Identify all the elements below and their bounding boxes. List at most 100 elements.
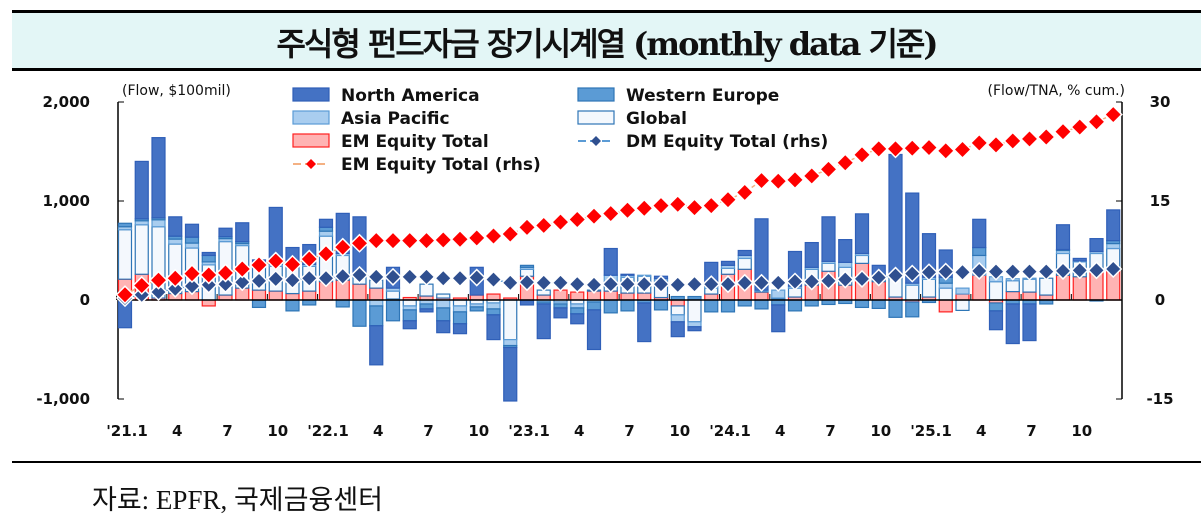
legend-swatch-we [577, 87, 615, 102]
point-dm_line [467, 268, 486, 287]
bar-ap [168, 238, 183, 245]
point-dm_line [450, 269, 470, 288]
point-em_line [500, 224, 520, 244]
point-em_line [534, 215, 554, 235]
point-em_line [751, 170, 772, 191]
y2-tick-label: -15 [1146, 390, 1173, 408]
bar-na [687, 326, 702, 332]
bar-na [1089, 238, 1104, 253]
point-dm_line [584, 275, 604, 294]
point-dm_line [953, 263, 972, 282]
point-dm_line [249, 271, 269, 290]
point-dm_line [300, 269, 319, 288]
bar-ap [838, 261, 853, 268]
point-em_line [1070, 117, 1090, 137]
point-dm_line [651, 275, 671, 294]
bar-we [369, 305, 384, 327]
point-em_line [249, 255, 269, 275]
point-em_line [215, 263, 236, 283]
bar-we [402, 309, 417, 322]
point-dm_line [534, 273, 553, 292]
legend-marker-em_line [306, 159, 316, 169]
bar-we [603, 299, 618, 314]
point-em_line [232, 259, 252, 279]
point-dm_line [199, 275, 218, 294]
x-tick-label: 4 [373, 422, 383, 440]
bar-we [469, 306, 484, 312]
point-dm_line [903, 264, 922, 283]
point-em_line [400, 231, 420, 251]
point-dm_line [986, 262, 1006, 281]
point-em_line [869, 139, 889, 159]
legend-swatch-gl [577, 110, 615, 125]
bar-na [235, 222, 250, 243]
point-dm_line [149, 283, 168, 302]
bar-na [670, 321, 685, 338]
bar-gl [905, 284, 920, 301]
point-em_line [132, 275, 152, 296]
bar-ap [452, 305, 468, 313]
point-dm_line [400, 267, 419, 286]
point-em_line [651, 196, 671, 216]
bar-we [184, 236, 200, 244]
bar-em [302, 290, 317, 301]
point-dm_line [517, 273, 537, 292]
bar-na [1072, 257, 1087, 262]
legend-label-em_line: EM Equity Total (rhs) [341, 155, 541, 175]
point-em_line [852, 145, 872, 165]
bar-em [1005, 290, 1020, 301]
bar-we [737, 299, 752, 307]
bar-na [988, 310, 1004, 331]
bar-gl [938, 287, 953, 301]
y-tick-label: -1,000 [36, 390, 90, 408]
bar-na [436, 320, 451, 334]
point-em_line [969, 133, 989, 153]
point-dm_line [802, 272, 821, 291]
bar-na [888, 153, 903, 276]
bar-ap [184, 242, 200, 249]
point-em_line [316, 244, 336, 264]
point-dm_line [852, 269, 872, 288]
bar-we [972, 246, 987, 257]
bar-na [1055, 224, 1071, 251]
point-dm_line [685, 275, 704, 294]
bar-gl [503, 299, 518, 341]
point-dm_line [1037, 262, 1056, 281]
bar-na [586, 309, 602, 351]
point-em_line [584, 206, 604, 226]
point-dm_line [568, 275, 587, 294]
legend-label-na: North America [341, 86, 480, 106]
y-tick-label: 2,000 [43, 93, 90, 111]
bar-na [369, 325, 384, 366]
bar-we [720, 299, 736, 313]
bar-ap [687, 321, 702, 328]
bar-we [905, 301, 920, 318]
x-tick-label: 10 [267, 422, 288, 440]
point-dm_line [819, 271, 838, 290]
bar-na [972, 218, 987, 249]
bar-ap [486, 302, 501, 310]
x-tick-label: 7 [1026, 422, 1036, 440]
point-dm_line [283, 271, 302, 290]
point-em_line [885, 139, 906, 159]
bar-em [704, 293, 719, 301]
bar-we [871, 299, 886, 310]
bar-we [201, 254, 216, 263]
point-em_line [1103, 104, 1123, 125]
bar-gl [737, 257, 752, 270]
point-dm_line [601, 275, 620, 294]
bar-we [988, 302, 1004, 312]
bar-na [603, 247, 618, 276]
point-dm_line [434, 269, 453, 288]
legend-label-gl: Global [626, 109, 687, 129]
point-em_line [735, 182, 755, 202]
bar-we [704, 299, 719, 313]
legend-label-we: Western Europe [626, 86, 779, 106]
point-em_line [483, 226, 504, 246]
x-tick-label: 4 [775, 422, 785, 440]
point-em_line [165, 268, 185, 288]
point-em_line [450, 229, 470, 249]
bar-em [1072, 276, 1087, 301]
point-em_line [785, 170, 805, 190]
point-em_line [550, 212, 571, 232]
